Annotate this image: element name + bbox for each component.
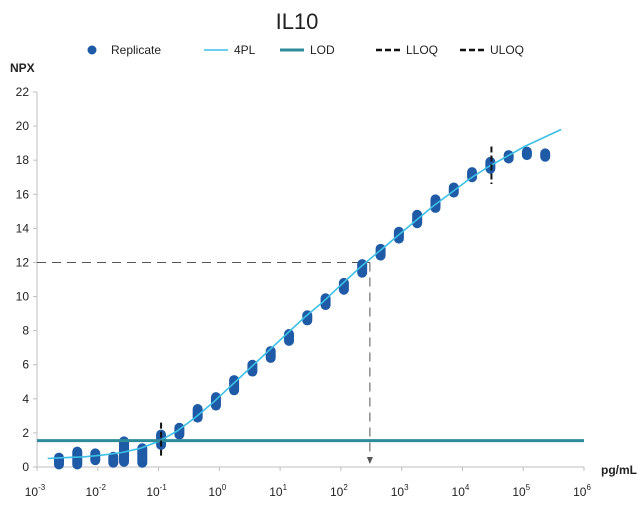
- y-ticks: 0 2 4 6 8 10 12 14 16 18 20 22: [16, 85, 37, 474]
- x-tick-label: 10-2: [86, 483, 107, 499]
- replicate-marker: [302, 310, 313, 326]
- y-tick-label: 18: [16, 153, 30, 167]
- y-tick-label: 0: [22, 460, 29, 474]
- y-tick-label: 6: [22, 358, 29, 372]
- legend-item-4pl: 4PL: [204, 43, 256, 57]
- legend-item-lod: LOD: [280, 43, 335, 57]
- replicate-marker: [521, 146, 532, 161]
- legend-label: 4PL: [234, 43, 256, 57]
- replicate-marker: [210, 392, 221, 411]
- y-tick-label: 4: [22, 392, 29, 406]
- 4pl-fit-line: [47, 128, 562, 460]
- y-tick-label: 20: [16, 119, 30, 133]
- x-tick-label: 104: [452, 483, 470, 499]
- replicate-marker: [108, 451, 119, 468]
- replicate-marker: [338, 277, 349, 295]
- legend-label: LOD: [310, 43, 335, 57]
- legend-label: ULOQ: [490, 43, 524, 57]
- x-tick-label: 106: [573, 483, 591, 499]
- x-tick-label: 102: [330, 483, 348, 499]
- x-tick-label: 10-1: [146, 483, 167, 499]
- x-axis-title: pg/mL: [601, 463, 637, 477]
- y-tick-label: 10: [16, 290, 30, 304]
- y-tick-label: 8: [22, 324, 29, 338]
- y-tick-label: 16: [16, 187, 30, 201]
- y-tick-label: 12: [16, 255, 30, 269]
- reference-arrowhead: [366, 457, 373, 464]
- x-ticks: 10-3 10-2 10-1 100 101 102 103 104 105 106: [25, 467, 591, 499]
- x-tick-label: 105: [512, 483, 530, 499]
- replicate-marker: [53, 452, 64, 470]
- replicate-marker: [72, 446, 83, 470]
- y-tick-label: 22: [16, 85, 30, 99]
- replicate-marker: [137, 443, 148, 468]
- legend-item-replicate: Replicate: [87, 43, 161, 57]
- legend-swatch-marker: [87, 45, 97, 55]
- replicate-marker: [90, 448, 101, 466]
- y-axis-title: NPX: [10, 61, 35, 75]
- x-tick-label: 103: [391, 483, 409, 499]
- legend-item-uloq: ULOQ: [460, 43, 524, 57]
- x-tick-label: 10-3: [25, 483, 46, 499]
- legend-item-lloq: LLOQ: [376, 43, 438, 57]
- x-tick-label: 101: [269, 483, 287, 499]
- x-tick-label: 100: [208, 483, 226, 499]
- replicate-marker: [540, 148, 551, 162]
- legend: Replicate 4PL LOD LLOQ ULOQ: [87, 43, 524, 57]
- y-tick-label: 2: [22, 426, 29, 440]
- legend-label: Replicate: [111, 43, 161, 57]
- legend-label: LLOQ: [406, 43, 438, 57]
- y-tick-label: 14: [16, 221, 30, 235]
- chart-title: IL10: [276, 9, 319, 34]
- plot-layer: [37, 128, 584, 470]
